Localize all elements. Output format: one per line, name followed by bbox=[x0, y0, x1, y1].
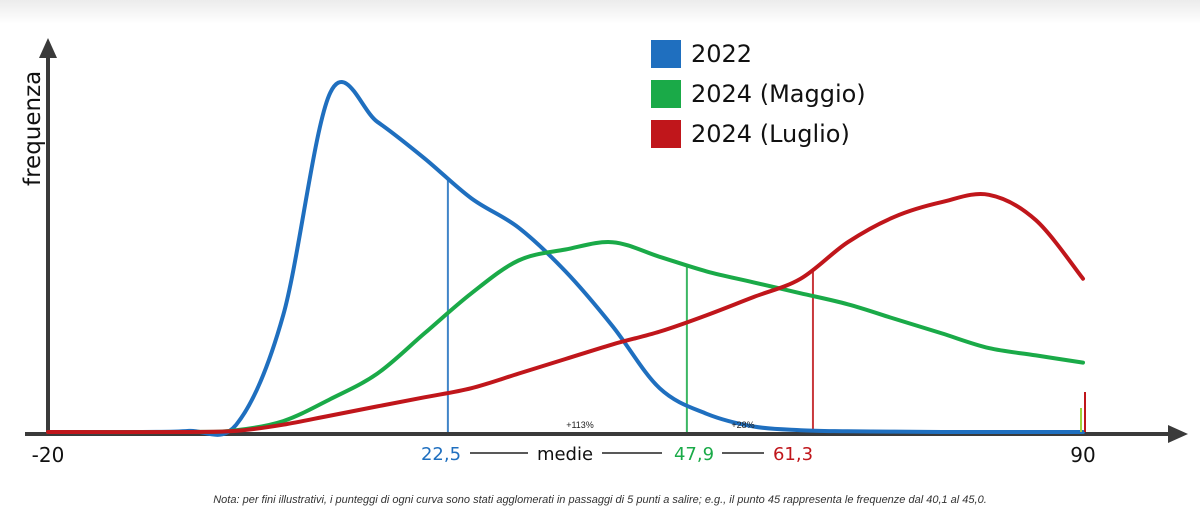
legend-label: 2024 (Luglio) bbox=[691, 120, 850, 148]
legend-item-2024-luglio: 2024 (Luglio) bbox=[651, 114, 866, 154]
y-axis-arrow bbox=[39, 38, 57, 58]
legend: 2022 2024 (Maggio) 2024 (Luglio) bbox=[651, 34, 866, 154]
mean-label-maggio: 47,9 bbox=[674, 444, 714, 465]
means-label: medie bbox=[537, 444, 593, 465]
x-tick-label-min: -20 bbox=[32, 443, 65, 467]
legend-swatch bbox=[651, 40, 681, 68]
mean-label-luglio: 61,3 bbox=[773, 444, 813, 465]
x-tick-label-max: 90 bbox=[1070, 443, 1095, 467]
x-axis-arrow bbox=[1168, 425, 1188, 443]
legend-item-2022: 2022 bbox=[651, 34, 866, 74]
mean-label-2022: 22,5 bbox=[421, 444, 461, 465]
legend-swatch bbox=[651, 80, 681, 108]
legend-item-2024-maggio: 2024 (Maggio) bbox=[651, 74, 866, 114]
series-line-2024-luglio bbox=[46, 192, 1085, 435]
legend-label: 2024 (Maggio) bbox=[691, 80, 866, 108]
series-curves bbox=[46, 80, 1085, 437]
series-line-2024-maggio bbox=[46, 240, 1085, 435]
legend-swatch bbox=[651, 120, 681, 148]
axis-labels: -20 90 22,5 medie 47,9 61,3 +113% +28% bbox=[32, 420, 1096, 467]
end-ticks bbox=[1080, 392, 1086, 432]
annotation-increase-28: +28% bbox=[731, 420, 754, 430]
annotation-increase-113: +113% bbox=[566, 420, 594, 430]
legend-label: 2022 bbox=[691, 40, 753, 68]
footnote: Nota: per fini illustrativi, i punteggi … bbox=[213, 494, 987, 506]
series-line-2022 bbox=[46, 80, 1085, 437]
